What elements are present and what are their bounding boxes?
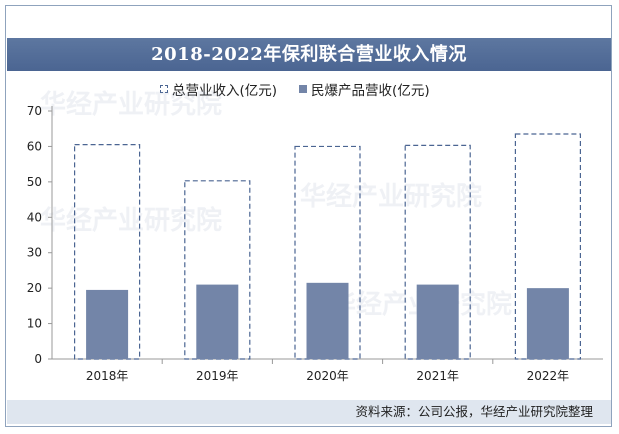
y-tick-label: 0 xyxy=(34,352,42,366)
chart-title: 2018-2022年保利联合营业收入情况 xyxy=(7,38,611,71)
bar-explosives-revenue xyxy=(196,284,239,359)
footer: 资料来源：公司公报，华经产业研究院整理 xyxy=(7,400,611,424)
x-tick-label: 2022年 xyxy=(527,369,570,383)
bar-explosives-revenue xyxy=(306,282,349,359)
bar-total-revenue xyxy=(404,144,471,360)
bar-explosives-revenue xyxy=(526,288,569,359)
x-tick-label: 2021年 xyxy=(416,369,459,383)
y-tick-label: 50 xyxy=(27,175,42,189)
source-note: 资料来源：公司公报，华经产业研究院整理 xyxy=(355,404,593,419)
y-tick-label: 10 xyxy=(27,317,42,331)
y-tick-label: 70 xyxy=(27,104,42,118)
y-tick-label: 40 xyxy=(27,210,42,224)
x-tick-label: 2019年 xyxy=(196,369,239,383)
y-tick-label: 20 xyxy=(27,281,42,295)
legend-item-explosives: 民爆产品营收(亿元) xyxy=(299,79,430,99)
y-tick-label: 60 xyxy=(27,139,42,153)
x-tick-label: 2018年 xyxy=(86,369,129,383)
legend-label-explosives: 民爆产品营收(亿元) xyxy=(311,83,430,99)
x-tick-label: 2020年 xyxy=(306,369,349,383)
bar-total-revenue xyxy=(73,144,141,360)
legend-label-total: 总营业收入(亿元) xyxy=(172,83,278,99)
bar-explosives-revenue xyxy=(416,284,459,359)
bar-total-revenue xyxy=(294,145,361,360)
legend-item-total: 总营业收入(亿元) xyxy=(160,79,277,99)
legend: 总营业收入(亿元) 民爆产品营收(亿元) xyxy=(160,78,452,100)
y-tick-label: 30 xyxy=(27,246,42,260)
legend-swatch-explosives xyxy=(299,85,308,93)
legend-swatch-total xyxy=(160,85,168,93)
bar-explosives-revenue xyxy=(86,289,129,359)
